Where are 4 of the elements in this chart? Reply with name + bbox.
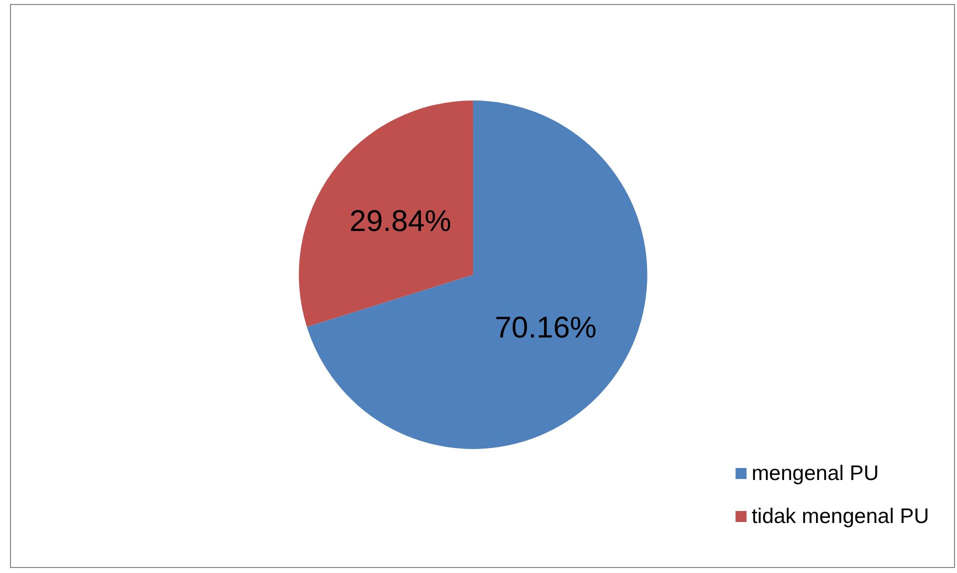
data-label: 70.16%	[494, 312, 597, 345]
data-label: 29.84%	[350, 204, 452, 238]
legend-label: tidak mengenal PU	[752, 505, 930, 528]
legend-label: mengenal PU	[752, 462, 879, 485]
